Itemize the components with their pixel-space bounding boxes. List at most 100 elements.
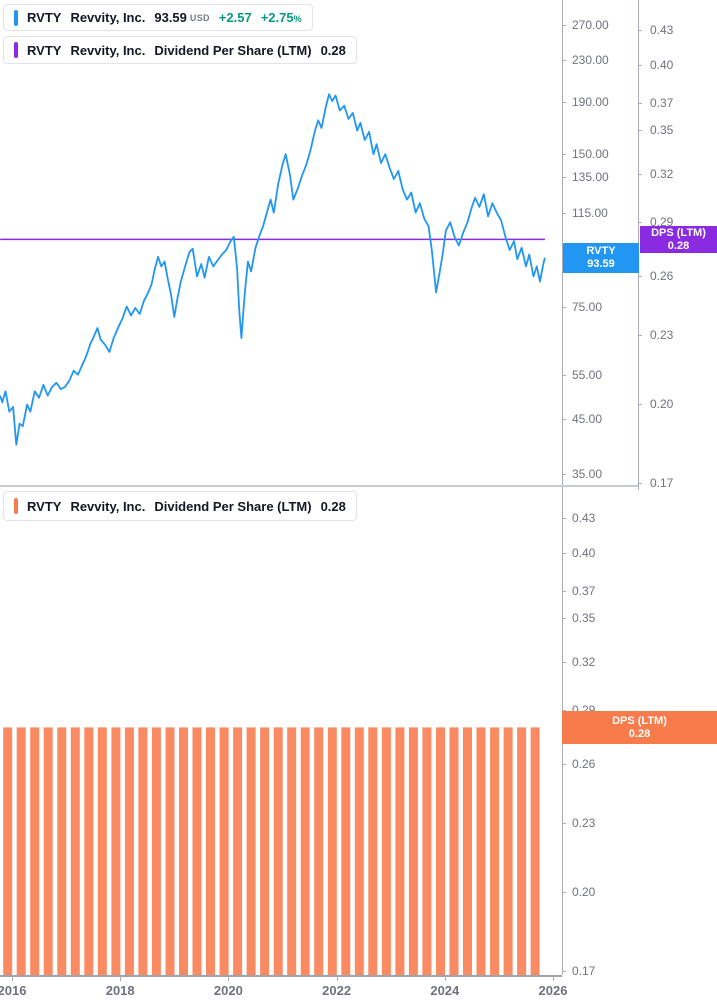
dps-label-bottom: DPS (LTM) 0.28	[562, 711, 717, 744]
dps-bar[interactable]	[436, 727, 445, 975]
dps-bar[interactable]	[3, 727, 13, 975]
time-axis-tick-label: 2016	[0, 983, 27, 998]
dps-bar[interactable]	[30, 727, 40, 975]
dps-axis-bottom-tick-label: 0.32	[572, 655, 596, 670]
dps-bar[interactable]	[16, 727, 26, 975]
dps-bar[interactable]	[192, 727, 202, 975]
dps-bar[interactable]	[206, 727, 215, 975]
legend-change-pct: +2.75%	[261, 10, 302, 25]
dps-scale-top[interactable]: 0.43 0.40 0.37 0.35 0.32 0.29 0.26 0.23 0.20 0.17	[638, 0, 717, 490]
dps-bar[interactable]	[219, 727, 229, 975]
dps-axis-top-tick-label: 0.20	[650, 396, 674, 411]
legend-company-name: Revvity, Inc.	[70, 10, 146, 25]
dps-axis-bottom-tick-label: 0.26	[572, 756, 596, 771]
price-axis-tick-label: 190.00	[572, 95, 609, 110]
dps-bar[interactable]	[124, 727, 134, 975]
dps-axis-top-tick	[638, 174, 642, 176]
dps-label-title: DPS (LTM)	[612, 714, 667, 727]
dps-axis-bottom-tick	[562, 518, 566, 519]
legend-dps-pane-series[interactable]: RVTY Revvity, Inc. Dividend Per Share (L…	[3, 491, 357, 521]
dps-bar[interactable]	[422, 727, 432, 975]
legend-price-series[interactable]: RVTY Revvity, Inc. 93.59 USD +2.57 +2.75…	[3, 4, 313, 31]
dps-bar[interactable]	[97, 727, 107, 975]
dps-bar[interactable]	[260, 727, 270, 975]
dps-bar[interactable]	[287, 727, 297, 975]
dps-bar[interactable]	[57, 727, 67, 975]
dps-bar[interactable]	[151, 727, 161, 975]
dps-axis-bottom-tick	[562, 553, 566, 555]
dps-bar[interactable]	[476, 727, 486, 975]
dps-bar[interactable]	[179, 727, 188, 975]
dps-axis-top-tick	[638, 65, 642, 67]
dps-axis-bottom-tick	[562, 710, 566, 712]
dps-axis-bottom-tick-label: 0.17	[572, 964, 596, 978]
dps-bar[interactable]	[111, 727, 121, 975]
dps-bar[interactable]	[530, 727, 540, 975]
legend-metric-value: 0.28	[320, 498, 346, 514]
dps-bar[interactable]	[43, 727, 53, 975]
price-axis-tick	[562, 418, 566, 420]
legend-last-price: 93.59	[154, 10, 187, 25]
dps-bar[interactable]	[408, 727, 418, 975]
legend-change: +2.57	[218, 10, 252, 25]
dps-bar[interactable]	[246, 727, 256, 975]
price-axis-tick	[562, 154, 566, 156]
legend-metric-value: 0.28	[320, 42, 346, 58]
dps-axis-top-tick	[638, 130, 642, 132]
legend-company-name: Revvity, Inc.	[70, 498, 146, 514]
dps-bar[interactable]	[233, 727, 243, 975]
dps-axis-bottom-tick	[562, 823, 566, 825]
time-axis-tick	[120, 975, 122, 981]
dps-bar[interactable]	[490, 727, 500, 975]
price-axis-tick	[562, 25, 566, 26]
time-axis-tick	[444, 975, 446, 981]
dps-bar[interactable]	[449, 727, 459, 975]
dps-axis-top-tick-label: 0.43	[650, 23, 674, 37]
time-axis-tick-label: 2026	[538, 983, 568, 998]
dps-bar[interactable]	[381, 727, 391, 975]
dps-bar[interactable]	[138, 727, 148, 975]
price-axis-tick	[562, 374, 566, 376]
price-axis-tick-label: 55.00	[572, 367, 603, 382]
dps-bar[interactable]	[314, 727, 324, 975]
dps-bar[interactable]	[273, 727, 283, 975]
legend-symbol: RVTY	[27, 10, 62, 25]
price-axis-tick-label: 270.00	[572, 18, 609, 32]
legend-currency: USD	[189, 12, 210, 23]
dps-bar[interactable]	[503, 727, 513, 975]
dps-axis-top-tick-label: 0.23	[650, 328, 674, 343]
dps-bar[interactable]	[395, 727, 405, 975]
time-axis-tick-label: 2024	[430, 983, 460, 998]
price-scale[interactable]: 270.00 230.00 190.00 150.00 135.00 115.00 75.0…	[562, 0, 638, 486]
dps-pane-series-marker	[14, 498, 18, 514]
time-scale[interactable]: 2016 2018 2020 2022 2024 2026	[0, 975, 717, 1005]
dps-axis-bottom-tick	[562, 891, 566, 893]
pane-separator[interactable]	[0, 485, 638, 487]
dps-bar[interactable]	[300, 727, 310, 975]
dps-bar[interactable]	[165, 727, 175, 975]
price-axis-tick-label: 75.00	[572, 299, 603, 314]
dps-label-value: 0.28	[667, 239, 690, 252]
legend-dps-overlay-series[interactable]: RVTY Revvity, Inc. Dividend Per Share (L…	[3, 36, 357, 64]
price-axis-tick-label: 35.00	[572, 467, 603, 481]
dps-bar[interactable]	[517, 727, 527, 975]
dps-bar[interactable]	[327, 727, 337, 975]
dps-axis-bottom-tick	[562, 662, 566, 664]
price-line-path[interactable]	[0, 93, 546, 446]
dps-bar[interactable]	[84, 727, 94, 975]
dps-axis-top-tick-label: 0.35	[650, 123, 674, 138]
time-axis-tick	[553, 975, 554, 981]
dps-bar[interactable]	[354, 727, 364, 975]
dps-axis-top-tick-label: 0.29	[650, 215, 674, 230]
dps-axis-bottom-tick	[562, 591, 566, 593]
legend-change-pct-value: +2.75	[260, 10, 294, 25]
dps-bar[interactable]	[463, 727, 472, 975]
dps-bar[interactable]	[70, 727, 80, 975]
dps-bar[interactable]	[368, 727, 378, 975]
dps-bar[interactable]	[341, 727, 351, 975]
dps-axis-top-tick	[638, 335, 642, 337]
dps-label-top: DPS (LTM) 0.28	[640, 226, 717, 253]
price-axis-tick	[562, 306, 566, 308]
dps-axis-bottom-tick	[562, 618, 566, 620]
